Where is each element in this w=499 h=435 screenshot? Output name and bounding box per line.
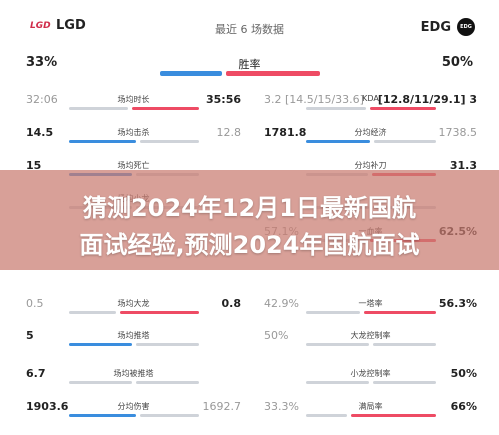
stat-bar-lgd [305, 140, 370, 143]
stat-value-lgd: 1781.8 [264, 126, 307, 139]
stat-label: 场均被推塔 [113, 369, 154, 378]
stat-value-edg: [12.8/11/29.1] 3 [377, 93, 477, 106]
stat-bar-lgd [305, 381, 369, 384]
stat-value-edg: 56.3% [438, 297, 477, 310]
right-stat-row: 1781.8 分均经济 1738.5 [264, 126, 477, 146]
stat-label: 场均大龙 [117, 299, 150, 308]
team-right[interactable]: EDG EDG [421, 18, 475, 36]
win-rate-right: 50% [441, 55, 473, 70]
team-right-name: EDG [420, 19, 451, 35]
stat-bar-lgd [305, 311, 360, 314]
win-rate-bar-right [225, 71, 320, 76]
stat-bar-edg [372, 343, 436, 346]
stat-label: 场均推塔 [117, 331, 150, 340]
stat-value-lgd: 50% [264, 329, 289, 342]
stat-bar-lgd [68, 140, 136, 143]
stat-value-lgd: 42.9% [264, 297, 299, 310]
stat-label: 场均死亡 [117, 161, 150, 170]
left-stat-row: 14.5 场均击杀 12.8 [26, 126, 241, 146]
right-stat-row: 33.3% 满局率 66% [264, 400, 477, 420]
stat-value-lgd: 15 [26, 159, 42, 172]
stat-value-lgd: 3.2 [14.5/15/33.6] [264, 93, 364, 106]
stat-bar-edg [135, 343, 199, 346]
stat-value-lgd: 14.5 [26, 126, 54, 139]
right-stat-row: 3.2 [14.5/15/33.6] KDA [12.8/11/29.1] 3 [264, 93, 477, 113]
stat-bar-lgd [305, 414, 347, 417]
stat-bar-lgd [305, 107, 366, 110]
stat-bar-edg [119, 311, 199, 314]
banner-line-1: 猜测2024年12月1日最新国航 [83, 194, 416, 222]
stat-bar-lgd [68, 107, 128, 110]
stat-value-lgd: 33.3% [264, 400, 299, 413]
stat-label: 一塔率 [358, 299, 383, 308]
stat-bar-lgd [68, 381, 132, 384]
stat-label: 大龙控制率 [350, 331, 391, 340]
stat-value-edg: 0.8 [221, 297, 242, 310]
stat-label: KDA [362, 94, 379, 103]
stat-bar-edg [139, 140, 199, 143]
left-stat-row: 1903.6 分均伤害 1692.7 [26, 400, 241, 420]
stat-bar-edg [372, 381, 436, 384]
stat-value-edg: 50% [450, 367, 477, 380]
stat-bar-edg [139, 414, 199, 417]
stat-bar-lgd [68, 343, 132, 346]
stat-label: 小龙控制率 [350, 369, 391, 378]
right-stat-row: 50% 大龙控制率 [264, 329, 477, 349]
stat-label: 分均补刀 [354, 161, 387, 170]
stat-value-lgd: 32:06 [26, 93, 58, 106]
overlay-banner: 猜测2024年12月1日最新国航 面试经验,预测2024年国航面试 [0, 170, 499, 270]
stat-label: 满局率 [358, 402, 383, 411]
win-rate-left: 33% [26, 55, 58, 70]
stat-bar-edg [363, 311, 436, 314]
stat-label: 分均伤害 [117, 402, 150, 411]
left-stat-row: 6.7 场均被推塔 [26, 367, 241, 387]
stat-bar-edg [135, 381, 199, 384]
team-left-name: LGD [56, 18, 86, 33]
stat-bar-lgd [68, 414, 136, 417]
left-stat-row: 0.5 场均大龙 0.8 [26, 297, 241, 317]
stat-value-edg: 1738.5 [438, 126, 478, 139]
right-stat-row: 42.9% 一塔率 56.3% [264, 297, 477, 317]
match-header: LGD LGD 最近 6 场数据 EDG EDG [0, 0, 499, 48]
stat-bar-edg [373, 140, 436, 143]
win-rate-label: 胜率 [238, 58, 261, 71]
stat-value-edg: 12.8 [216, 126, 242, 139]
recent-games-title: 最近 6 场数据 [215, 23, 284, 36]
stat-value-edg: 35:56 [205, 93, 241, 106]
stat-bar-edg [131, 107, 199, 110]
stat-value-lgd: 1903.6 [26, 400, 69, 413]
right-stat-row: 小龙控制率 50% [264, 367, 477, 387]
stat-bar-edg [350, 414, 436, 417]
stat-bar-edg [369, 107, 436, 110]
stat-value-lgd: 6.7 [26, 367, 46, 380]
win-rate-bar-left [159, 71, 222, 76]
edg-logo-icon: EDG [457, 18, 475, 36]
team-left[interactable]: LGD LGD [30, 18, 86, 33]
stat-label: 场均时长 [117, 95, 150, 104]
banner-line-2: 面试经验,预测2024年国航面试 [79, 231, 420, 259]
stat-label: 分均经济 [354, 128, 387, 137]
stat-label: 场均击杀 [117, 128, 150, 137]
stat-value-lgd: 0.5 [26, 297, 44, 310]
stat-value-lgd: 5 [26, 329, 34, 342]
lgd-logo-icon: LGD [30, 20, 51, 31]
stat-value-edg: 66% [450, 400, 477, 413]
left-stat-row: 32:06 场均时长 35:56 [26, 93, 241, 113]
stat-bar-lgd [305, 343, 369, 346]
stat-bar-lgd [68, 311, 116, 314]
stat-value-edg: 31.3 [449, 159, 477, 172]
left-stat-row: 5 场均推塔 [26, 329, 241, 349]
stat-value-edg: 1692.7 [202, 400, 242, 413]
win-rate-row: 33% 胜率 50% [0, 55, 499, 77]
